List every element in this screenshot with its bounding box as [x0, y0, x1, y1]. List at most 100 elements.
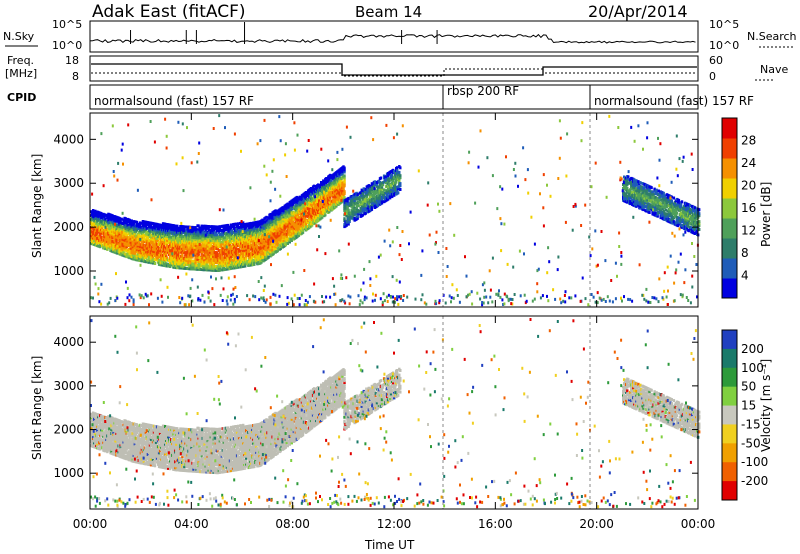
power-cell	[193, 253, 196, 257]
power-cell	[201, 236, 204, 240]
power-cell	[372, 196, 376, 200]
power-cell	[209, 237, 212, 240]
power-cell	[159, 239, 163, 243]
power-cell	[661, 207, 664, 211]
power-cell	[245, 258, 248, 262]
power-cell	[149, 257, 153, 261]
power-cell	[343, 166, 346, 170]
power-cell	[193, 239, 196, 243]
power-cell	[118, 216, 121, 220]
power-cell	[269, 242, 272, 246]
power-cell	[145, 248, 149, 252]
power-cell	[630, 184, 633, 188]
nsky-spikes	[130, 22, 438, 44]
power-cell	[252, 231, 255, 235]
power-cell	[642, 208, 645, 212]
power-cell	[297, 216, 301, 220]
power-cell	[180, 233, 183, 236]
power-cell	[288, 234, 291, 238]
power-cell	[128, 254, 131, 258]
power-cell	[161, 259, 165, 263]
power-cell	[196, 246, 199, 249]
power-cell	[150, 245, 154, 249]
power-cell	[130, 219, 133, 223]
power-cell	[359, 211, 362, 214]
power-cell	[240, 221, 243, 225]
power-cell	[240, 261, 243, 265]
power-cell	[197, 224, 200, 228]
power-cell	[231, 250, 235, 254]
power-cell	[389, 185, 393, 189]
power-cell	[131, 245, 134, 249]
power-cell	[626, 178, 629, 182]
power-cell	[343, 182, 346, 186]
power-cell	[382, 188, 386, 192]
power-cell	[180, 229, 183, 232]
power-cell	[125, 241, 128, 245]
power-cell	[203, 258, 206, 262]
nave-label: Nave	[760, 63, 788, 76]
power-cell	[272, 252, 275, 256]
power-cell	[316, 186, 319, 190]
power-cell	[147, 247, 151, 250]
power-cell	[128, 218, 131, 222]
power-cell	[177, 232, 180, 236]
power-cell	[121, 241, 124, 245]
power-cell	[250, 229, 253, 233]
power-cell	[213, 266, 216, 270]
power-cell	[133, 251, 136, 255]
power-cell	[342, 187, 345, 191]
power-cell	[239, 259, 242, 263]
power-cell	[380, 199, 384, 203]
power-cell	[174, 232, 177, 236]
power-cell	[208, 240, 211, 244]
power-cell	[136, 244, 139, 248]
power-cell	[309, 194, 313, 198]
power-cell	[125, 245, 128, 249]
power-cell	[102, 236, 105, 240]
power-cell	[653, 205, 656, 209]
power-cell	[370, 190, 374, 194]
power-cell	[240, 227, 243, 231]
power-cell	[165, 248, 168, 252]
power-cell	[176, 246, 179, 250]
power-cell	[233, 264, 237, 268]
power-cell	[212, 249, 215, 252]
power-cell	[343, 192, 346, 196]
power-cell	[358, 197, 361, 201]
power-cell	[164, 250, 167, 254]
power-cell	[291, 202, 295, 206]
power-cell	[285, 236, 288, 240]
power-cell	[201, 226, 204, 230]
power-cell	[115, 239, 118, 243]
power-cell	[396, 166, 399, 170]
power-cell	[623, 175, 626, 179]
power-cell	[92, 209, 95, 212]
power-cell	[187, 257, 190, 261]
power-cell	[246, 234, 249, 238]
power-cell	[176, 260, 179, 264]
power-cell	[133, 228, 136, 232]
power-cell	[119, 229, 122, 233]
power-cell	[197, 258, 200, 261]
power-cell	[201, 228, 204, 232]
power-cell	[399, 176, 402, 180]
power-heatmap	[90, 114, 701, 307]
power-cell	[359, 209, 362, 212]
power-cell	[222, 230, 226, 234]
power-cell	[149, 239, 153, 243]
power-cell	[175, 264, 178, 268]
power-cell	[239, 263, 242, 267]
cpid-segment-3: normalsound (fast) 157 RF	[594, 94, 754, 108]
power-cell	[175, 234, 178, 238]
power-cell	[381, 191, 385, 194]
power-cell	[170, 259, 173, 263]
power-cell	[178, 258, 181, 262]
power-cell	[117, 246, 120, 250]
power-cell	[195, 234, 198, 238]
power-cell	[648, 211, 651, 214]
power-cell	[121, 245, 124, 249]
power-cell	[196, 228, 199, 232]
power-cell	[105, 229, 108, 233]
power-cell	[321, 207, 324, 211]
